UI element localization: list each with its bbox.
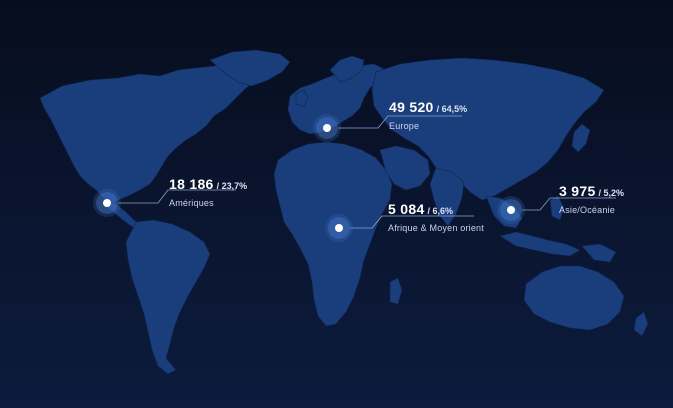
marker-dot [103,199,111,207]
region-share: / 64,5% [436,104,468,114]
north-america-landmass [39,61,263,207]
philippines-landmass [549,195,565,221]
marker-asie[interactable] [500,199,522,221]
region-share: / 5,2% [598,188,625,198]
greenland-landmass [209,49,291,87]
australia-landmass [523,265,625,331]
connector-ameriques [118,189,236,204]
marker-dot [335,224,343,232]
asia-landmass [371,57,605,201]
japan-landmass [571,123,591,153]
connector-europe [338,115,462,129]
region-share: / 23,7% [216,181,248,191]
scandinavia-landmass [329,55,365,83]
callout-afrique: 5 084/ 6,6% Afrique & Moyen orient [388,201,484,233]
papua-landmass [581,243,617,263]
callout-europe: 49 520/ 64,5% Europe [389,99,467,131]
region-value: 5 084 [388,201,425,217]
madagascar-landmass [389,277,403,305]
region-value: 3 975 [559,183,596,199]
middle-east-landmass [379,145,431,191]
indonesia-landmass [499,231,581,257]
connector-afrique [350,215,474,229]
india-landmass [429,167,465,227]
marker-ameriques[interactable] [96,192,118,214]
region-label: Afrique & Moyen orient [388,223,484,233]
marker-dot [507,206,515,214]
region-value: 49 520 [389,99,434,115]
region-label: Europe [389,121,420,131]
marker-europe[interactable] [316,117,338,139]
marker-dot [323,124,331,132]
europe-landmass [287,63,387,135]
new-zealand-landmass [633,311,649,337]
region-value: 18 186 [169,176,214,192]
british-isles-landmass [295,89,309,107]
region-label: Amériques [169,198,214,208]
callout-ameriques: 18 186/ 23,7% Amériques [169,176,247,208]
region-share: / 6,6% [427,206,454,216]
marker-afrique[interactable] [328,217,350,239]
region-label: Asie/Océanie [559,205,615,215]
callout-asie: 3 975/ 5,2% Asie/Océanie [559,183,624,215]
south-america-landmass [125,219,211,375]
connector-asie [522,197,616,211]
